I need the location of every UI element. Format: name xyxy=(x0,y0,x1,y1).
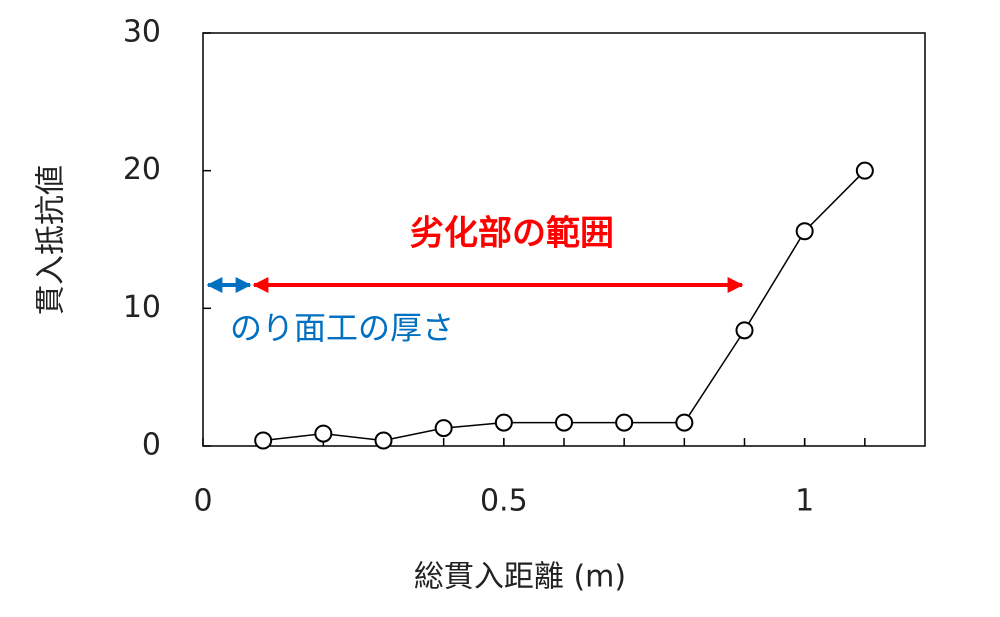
x-tick-label: 0.5 xyxy=(480,484,528,519)
line xyxy=(263,170,866,442)
x-tick-label: 1 xyxy=(795,484,814,519)
marker xyxy=(374,431,393,450)
marker xyxy=(314,424,333,443)
marker xyxy=(434,419,453,438)
marker xyxy=(675,413,694,432)
marker xyxy=(254,431,273,450)
y-tick-label: 20 xyxy=(123,152,161,187)
marker xyxy=(555,413,573,432)
marker xyxy=(494,413,513,432)
y-tick-label: 0 xyxy=(142,428,161,463)
y-axis-label: 貫入抵抗値 xyxy=(34,165,69,315)
y-tick-label: 10 xyxy=(123,290,161,325)
annotation: 劣化部の範囲 xyxy=(410,214,614,254)
annotation: のり面工の厚さ xyxy=(230,309,454,347)
x-axis-label: 総貫入距離 (m) xyxy=(414,560,626,595)
marker xyxy=(615,413,634,432)
x-tick-label: 0 xyxy=(193,484,212,519)
marker xyxy=(855,161,874,180)
marker xyxy=(795,222,814,241)
y-tick-label: 30 xyxy=(123,15,161,50)
marker xyxy=(735,321,754,340)
